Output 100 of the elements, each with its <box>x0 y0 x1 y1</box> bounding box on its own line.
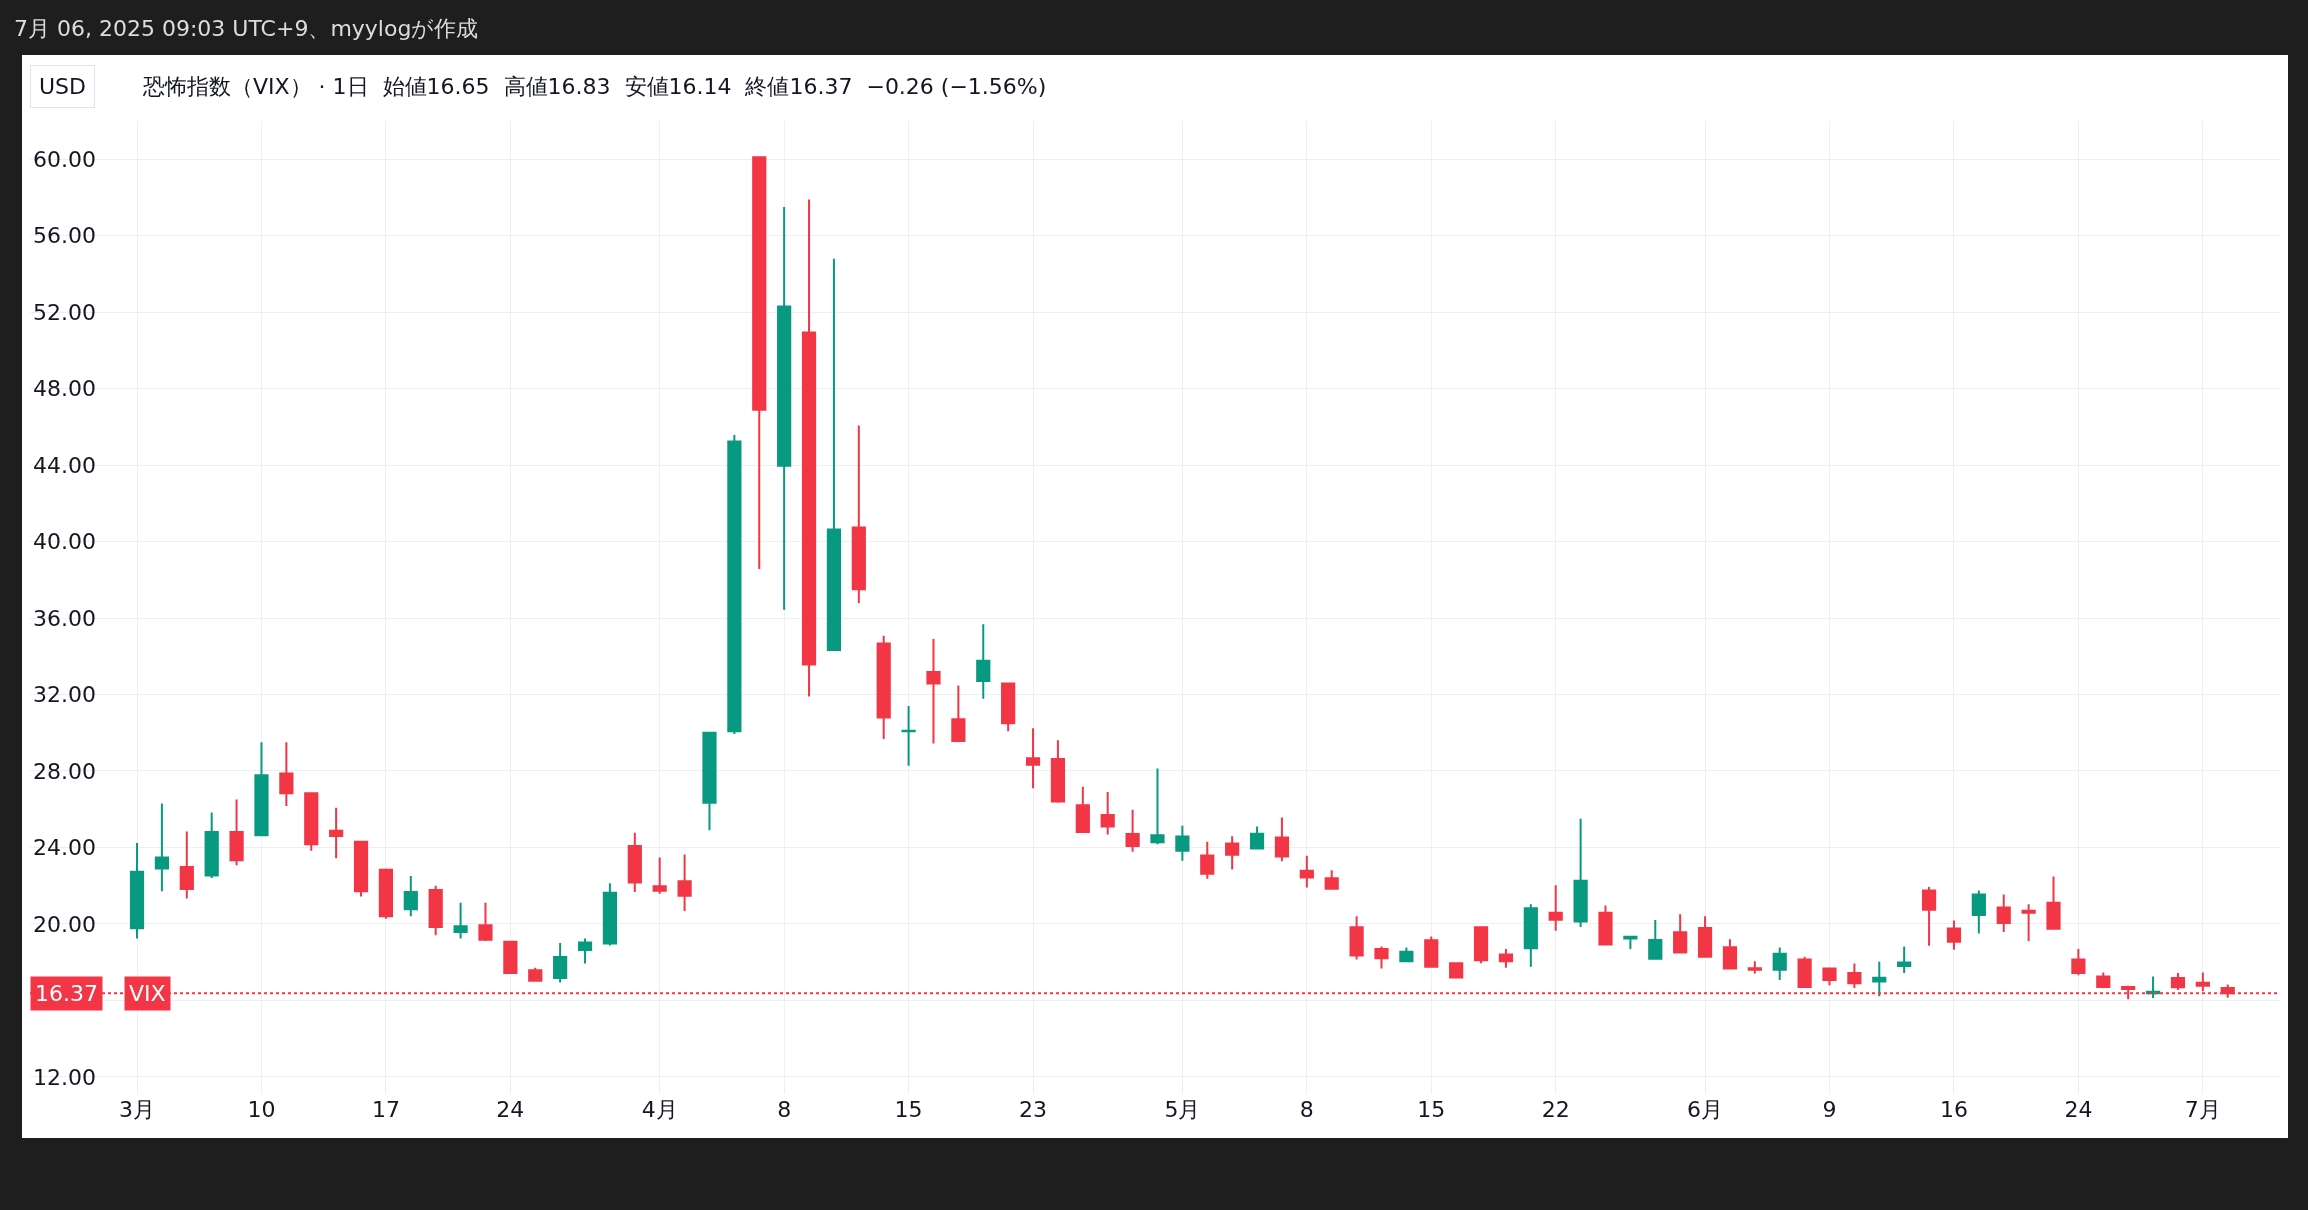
x-tick-label: 15 <box>1417 1097 1446 1122</box>
candlestick <box>1747 960 1762 975</box>
candlestick <box>1100 790 1115 836</box>
candlestick <box>2096 971 2111 990</box>
y-tick-label: 48.00 <box>33 376 96 402</box>
x-tick-label: 9 <box>1822 1097 1837 1122</box>
candlestick <box>2170 972 2186 992</box>
candlestick <box>403 875 418 918</box>
candlestick <box>727 434 742 736</box>
candlestick <box>1274 816 1290 863</box>
candlestick <box>976 623 991 700</box>
candlestick <box>901 704 916 767</box>
y-tick-label: 12.00 <box>33 1064 96 1090</box>
candlestick <box>179 830 194 900</box>
candlestick <box>129 842 145 940</box>
y-tick-label: 32.00 <box>33 682 96 708</box>
candlestick <box>652 856 667 895</box>
candlestick <box>926 638 941 745</box>
candlestick <box>702 731 717 832</box>
x-tick-label: 8 <box>777 1097 792 1122</box>
candlestick <box>1648 919 1663 961</box>
candlestick <box>1996 893 2011 934</box>
x-tick-label: 8 <box>1299 1097 1314 1122</box>
candlestick <box>1175 824 1190 862</box>
candlestick <box>453 901 468 940</box>
candlestick <box>677 853 692 913</box>
candlestick <box>154 802 170 893</box>
candlestick <box>1797 955 1812 989</box>
candlestick <box>204 811 219 879</box>
candlestick <box>1921 885 1937 947</box>
x-tick-label: 6月 <box>1687 1097 1724 1122</box>
candlestick <box>627 831 642 893</box>
candlestick <box>1050 739 1066 804</box>
candlestick <box>1150 767 1165 846</box>
candlestick <box>1822 967 1837 987</box>
y-tick-label: 28.00 <box>33 758 96 784</box>
annotation: 16.37 <box>35 981 98 1006</box>
candlestick <box>1075 785 1090 834</box>
x-tick-label: 24 <box>2064 1097 2093 1122</box>
candlestick <box>428 884 443 937</box>
candlestick <box>1847 962 1862 989</box>
candlestick <box>1225 835 1240 871</box>
candlestick <box>1897 945 1912 974</box>
candlestick <box>1299 854 1314 889</box>
candlestick <box>826 257 842 651</box>
candlestick <box>602 882 618 947</box>
x-tick-label: 16 <box>1939 1097 1968 1122</box>
x-tick-label: 4月 <box>641 1097 678 1122</box>
y-tick-label: 60.00 <box>33 146 96 172</box>
candlestick <box>378 867 394 920</box>
candlestick <box>503 940 518 974</box>
candlestick <box>1324 869 1339 890</box>
candlestick <box>1498 948 1514 969</box>
candlestick <box>1722 938 1738 970</box>
candlestick <box>1349 915 1364 961</box>
text: USD <box>39 74 87 99</box>
candlestick <box>279 741 294 807</box>
candlestick <box>1673 913 1688 954</box>
candlestick <box>1598 904 1613 946</box>
y-tick-label: 20.00 <box>33 911 96 937</box>
x-tick-label: 23 <box>1019 1097 1048 1122</box>
candlestick <box>254 741 269 837</box>
candlestick <box>553 941 568 984</box>
candlestick <box>851 424 866 605</box>
candlestick <box>528 966 543 983</box>
chart-subtitle: 恐怖指数（VIX） · 1日 始値16.65 高値16.83 安値16.14 終値16.37 −0.26 (−1.56%) <box>142 74 1047 99</box>
y-tick-label: 40.00 <box>33 529 96 555</box>
candlestick <box>1548 884 1563 932</box>
y-tick-label: 52.00 <box>33 299 96 325</box>
x-tick-label: 7月 <box>2184 1097 2221 1122</box>
candlestick <box>577 937 593 965</box>
candlestick <box>1523 903 1538 968</box>
candlestick <box>1249 825 1265 850</box>
candlestick <box>329 806 344 860</box>
chart-title: 7月 06, 2025 09:03 UTC+9、myylogが作成 <box>14 15 479 41</box>
candlestick <box>1001 681 1016 733</box>
candlestick <box>876 634 891 741</box>
candlestick <box>1872 960 1887 998</box>
x-tick-label: 15 <box>894 1097 923 1122</box>
candlestick <box>2021 903 2036 943</box>
candlestick <box>478 901 493 943</box>
x-tick-label: 24 <box>496 1097 525 1122</box>
x-tick-label: 17 <box>371 1097 400 1122</box>
x-tick-label: 10 <box>247 1097 276 1122</box>
candlestick <box>1200 840 1215 880</box>
candlestick <box>1772 946 1787 981</box>
candlestick <box>229 798 244 867</box>
candlestick <box>801 198 817 698</box>
x-tick-label: 3月 <box>119 1097 156 1122</box>
candlestick <box>1946 919 1962 951</box>
candlestick <box>1573 817 1588 928</box>
candlestick <box>1025 727 1041 790</box>
x-tick-label: 5月 <box>1164 1097 1201 1122</box>
candlestick <box>1449 962 1464 980</box>
candlestick <box>1374 945 1389 970</box>
ref-line-label: VIX <box>129 981 166 1006</box>
y-tick-label: 24.00 <box>33 835 96 861</box>
candlestick <box>2046 875 2061 930</box>
y-tick-label: 44.00 <box>33 452 96 478</box>
candlestick <box>1125 808 1140 853</box>
